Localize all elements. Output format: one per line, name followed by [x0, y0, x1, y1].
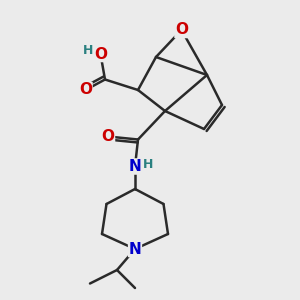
- Text: N: N: [129, 159, 141, 174]
- Text: H: H: [142, 158, 153, 172]
- Text: O: O: [79, 82, 92, 98]
- Text: O: O: [101, 129, 115, 144]
- Text: O: O: [94, 46, 107, 62]
- Text: N: N: [129, 242, 141, 256]
- Text: O: O: [175, 22, 188, 38]
- Text: H: H: [83, 44, 93, 57]
